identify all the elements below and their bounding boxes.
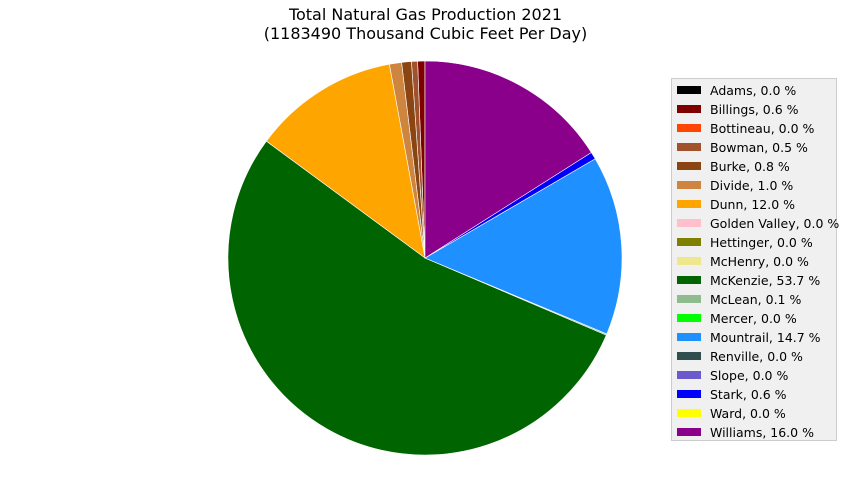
legend-label: Hettinger, 0.0 % (710, 235, 813, 250)
legend-item: Dunn, 12.0 % (672, 195, 836, 214)
legend-label: Bowman, 0.5 % (710, 140, 808, 155)
legend-swatch (677, 295, 701, 303)
legend-label: Billings, 0.6 % (710, 102, 799, 117)
legend-item: Mountrail, 14.7 % (672, 328, 836, 347)
legend-label: Williams, 16.0 % (710, 425, 814, 440)
pie-slice-mountrail (424, 158, 623, 335)
legend-label: Adams, 0.0 % (710, 83, 797, 98)
legend-item: Adams, 0.0 % (672, 81, 836, 100)
legend-label: Slope, 0.0 % (710, 368, 789, 383)
legend-item: McKenzie, 53.7 % (672, 271, 836, 290)
legend-swatch (677, 238, 701, 246)
legend-swatch (677, 105, 701, 113)
legend-label: Ward, 0.0 % (710, 406, 786, 421)
legend-item: Stark, 0.6 % (672, 385, 836, 404)
legend-label: Mountrail, 14.7 % (710, 330, 821, 345)
legend-label: Dunn, 12.0 % (710, 197, 796, 212)
legend-label: McKenzie, 53.7 % (710, 273, 821, 288)
pie-slice-mckenzie (227, 140, 607, 456)
pie-slice-dunn (265, 63, 426, 259)
chart-title: Total Natural Gas Production 2021 (288, 5, 563, 24)
legend-item: Ward, 0.0 % (672, 404, 836, 423)
chart-title-block: Total Natural Gas Production 2021 (11834… (0, 5, 851, 43)
legend-swatch (677, 219, 701, 227)
legend-swatch (677, 86, 701, 94)
legend-item: McHenry, 0.0 % (672, 252, 836, 271)
legend-label: McLean, 0.1 % (710, 292, 802, 307)
legend-item: Williams, 16.0 % (672, 423, 836, 442)
pie-slice-williams (424, 60, 592, 259)
legend-label: Burke, 0.8 % (710, 159, 790, 174)
chart-subtitle: (1183490 Thousand Cubic Feet Per Day) (263, 24, 588, 43)
legend-item: Burke, 0.8 % (672, 157, 836, 176)
legend-swatch (677, 333, 701, 341)
legend-item: Slope, 0.0 % (672, 366, 836, 385)
legend-swatch (677, 124, 701, 132)
legend-swatch (677, 428, 701, 436)
legend-swatch (677, 162, 701, 170)
legend-swatch (677, 390, 701, 398)
legend-item: Mercer, 0.0 % (672, 309, 836, 328)
legend-label: Bottineau, 0.0 % (710, 121, 815, 136)
legend-item: Divide, 1.0 % (672, 176, 836, 195)
legend-swatch (677, 314, 701, 322)
legend-swatch (677, 257, 701, 265)
chart-legend: Adams, 0.0 % Billings, 0.6 % Bottineau, 0.… (671, 78, 840, 442)
legend-item: Bowman, 0.5 % (672, 138, 836, 157)
legend-item: McLean, 0.1 % (672, 290, 836, 309)
legend-swatch (677, 409, 701, 417)
legend-item: Hettinger, 0.0 % (672, 233, 836, 252)
legend-label: McHenry, 0.0 % (710, 254, 809, 269)
legend-swatch (677, 276, 701, 284)
legend-swatch (677, 371, 701, 379)
legend-label: Divide, 1.0 % (710, 178, 794, 193)
legend-swatch (677, 181, 701, 189)
legend-item: Renville, 0.0 % (672, 347, 836, 366)
legend-item: Billings, 0.6 % (672, 100, 836, 119)
legend-swatch (677, 143, 701, 151)
legend-label: Mercer, 0.0 % (710, 311, 797, 326)
legend-swatch (677, 200, 701, 208)
legend-swatch (677, 352, 701, 360)
legend-label: Golden Valley, 0.0 % (710, 216, 840, 231)
legend-item: Golden Valley, 0.0 % (672, 214, 840, 233)
legend-label: Renville, 0.0 % (710, 349, 803, 364)
legend-item: Bottineau, 0.0 % (672, 119, 836, 138)
legend-label: Stark, 0.6 % (710, 387, 787, 402)
